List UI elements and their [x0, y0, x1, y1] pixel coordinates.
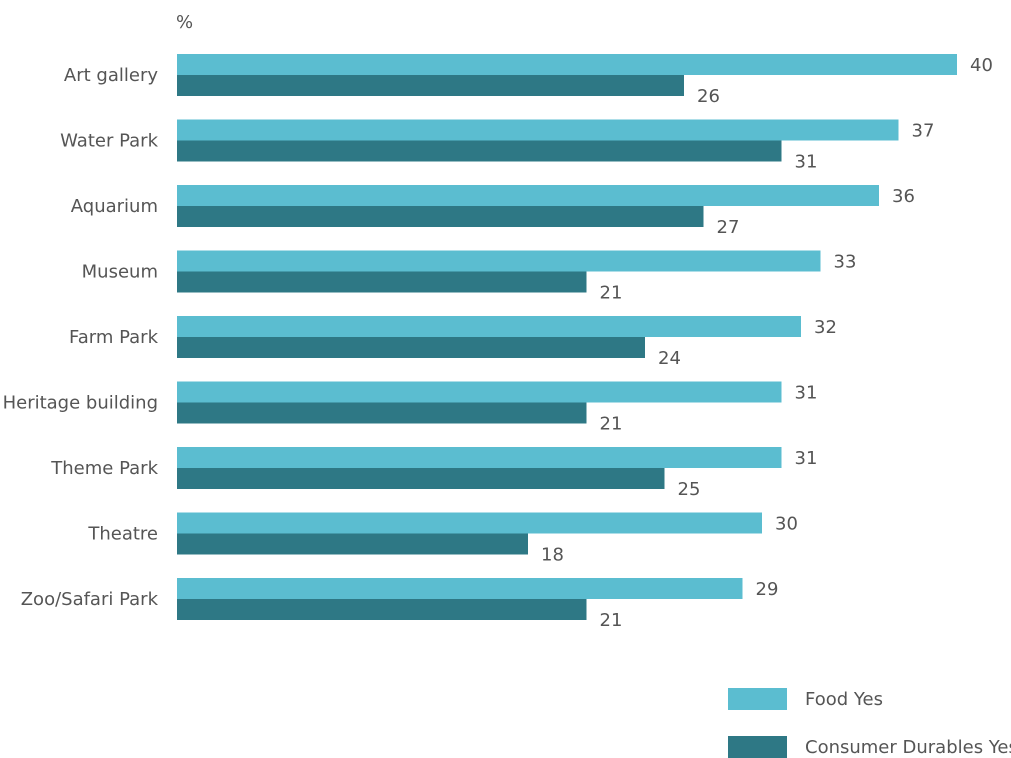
value-label-museum-food-yes: 33	[834, 252, 857, 273]
bar-theatre-food-yes	[177, 512, 762, 534]
value-label-aquarium-consumer-durables-yes: 27	[717, 217, 740, 238]
bar-water-park-food-yes	[177, 119, 899, 141]
value-label-zoo-safari-park-consumer-durables-yes: 21	[600, 610, 623, 631]
bar-art-gallery-consumer-durables-yes	[177, 75, 684, 96]
bar-theme-park-consumer-durables-yes	[177, 468, 665, 489]
category-label-theatre: Theatre	[87, 524, 158, 545]
value-label-art-gallery-consumer-durables-yes: 26	[697, 86, 720, 107]
bar-water-park-consumer-durables-yes	[177, 140, 782, 162]
value-label-aquarium-food-yes: 36	[892, 186, 915, 207]
value-label-theatre-consumer-durables-yes: 18	[541, 545, 564, 566]
category-label-heritage-building: Heritage building	[3, 393, 158, 414]
bar-museum-consumer-durables-yes	[177, 271, 587, 293]
bar-zoo-safari-park-consumer-durables-yes	[177, 599, 587, 620]
category-label-theme-park: Theme Park	[50, 458, 158, 479]
bar-theme-park-food-yes	[177, 447, 782, 468]
bar-aquarium-food-yes	[177, 185, 879, 206]
value-label-farm-park-food-yes: 32	[814, 317, 837, 338]
bar-museum-food-yes	[177, 250, 821, 272]
value-label-farm-park-consumer-durables-yes: 24	[658, 348, 681, 369]
category-label-aquarium: Aquarium	[71, 196, 158, 217]
value-label-heritage-building-food-yes: 31	[795, 383, 818, 404]
legend-label-consumer-durables-yes: Consumer Durables Yes	[805, 737, 1011, 758]
category-label-farm-park: Farm Park	[69, 327, 159, 348]
bar-aquarium-consumer-durables-yes	[177, 206, 704, 227]
value-label-museum-consumer-durables-yes: 21	[600, 283, 623, 304]
legend-label-food-yes: Food Yes	[805, 689, 883, 710]
value-label-water-park-consumer-durables-yes: 31	[795, 152, 818, 173]
category-label-water-park: Water Park	[60, 131, 158, 152]
bar-farm-park-food-yes	[177, 316, 801, 337]
bars-layer: Art gallery 40 26 Water Park 37 31 Aquarium 36 2…	[3, 54, 993, 631]
value-label-heritage-building-consumer-durables-yes: 21	[600, 414, 623, 435]
value-label-theme-park-consumer-durables-yes: 25	[678, 479, 701, 500]
value-label-theatre-food-yes: 30	[775, 514, 798, 535]
bar-theatre-consumer-durables-yes	[177, 533, 528, 555]
y-unit-label: %	[176, 12, 193, 33]
value-label-zoo-safari-park-food-yes: 29	[756, 579, 779, 600]
bar-heritage-building-consumer-durables-yes	[177, 402, 587, 424]
category-label-museum: Museum	[82, 262, 158, 283]
value-label-water-park-food-yes: 37	[912, 121, 935, 142]
legend-swatch-food-yes	[728, 688, 787, 710]
bar-art-gallery-food-yes	[177, 54, 957, 75]
bar-farm-park-consumer-durables-yes	[177, 337, 645, 358]
bar-heritage-building-food-yes	[177, 381, 782, 403]
category-label-art-gallery: Art gallery	[64, 65, 158, 86]
category-label-zoo-safari-park: Zoo/Safari Park	[21, 589, 159, 610]
legend-swatch-consumer-durables-yes	[728, 736, 787, 758]
bar-zoo-safari-park-food-yes	[177, 578, 743, 599]
value-label-art-gallery-food-yes: 40	[970, 55, 993, 76]
legend: Food Yes Consumer Durables Yes	[728, 688, 1011, 758]
value-label-theme-park-food-yes: 31	[795, 448, 818, 469]
